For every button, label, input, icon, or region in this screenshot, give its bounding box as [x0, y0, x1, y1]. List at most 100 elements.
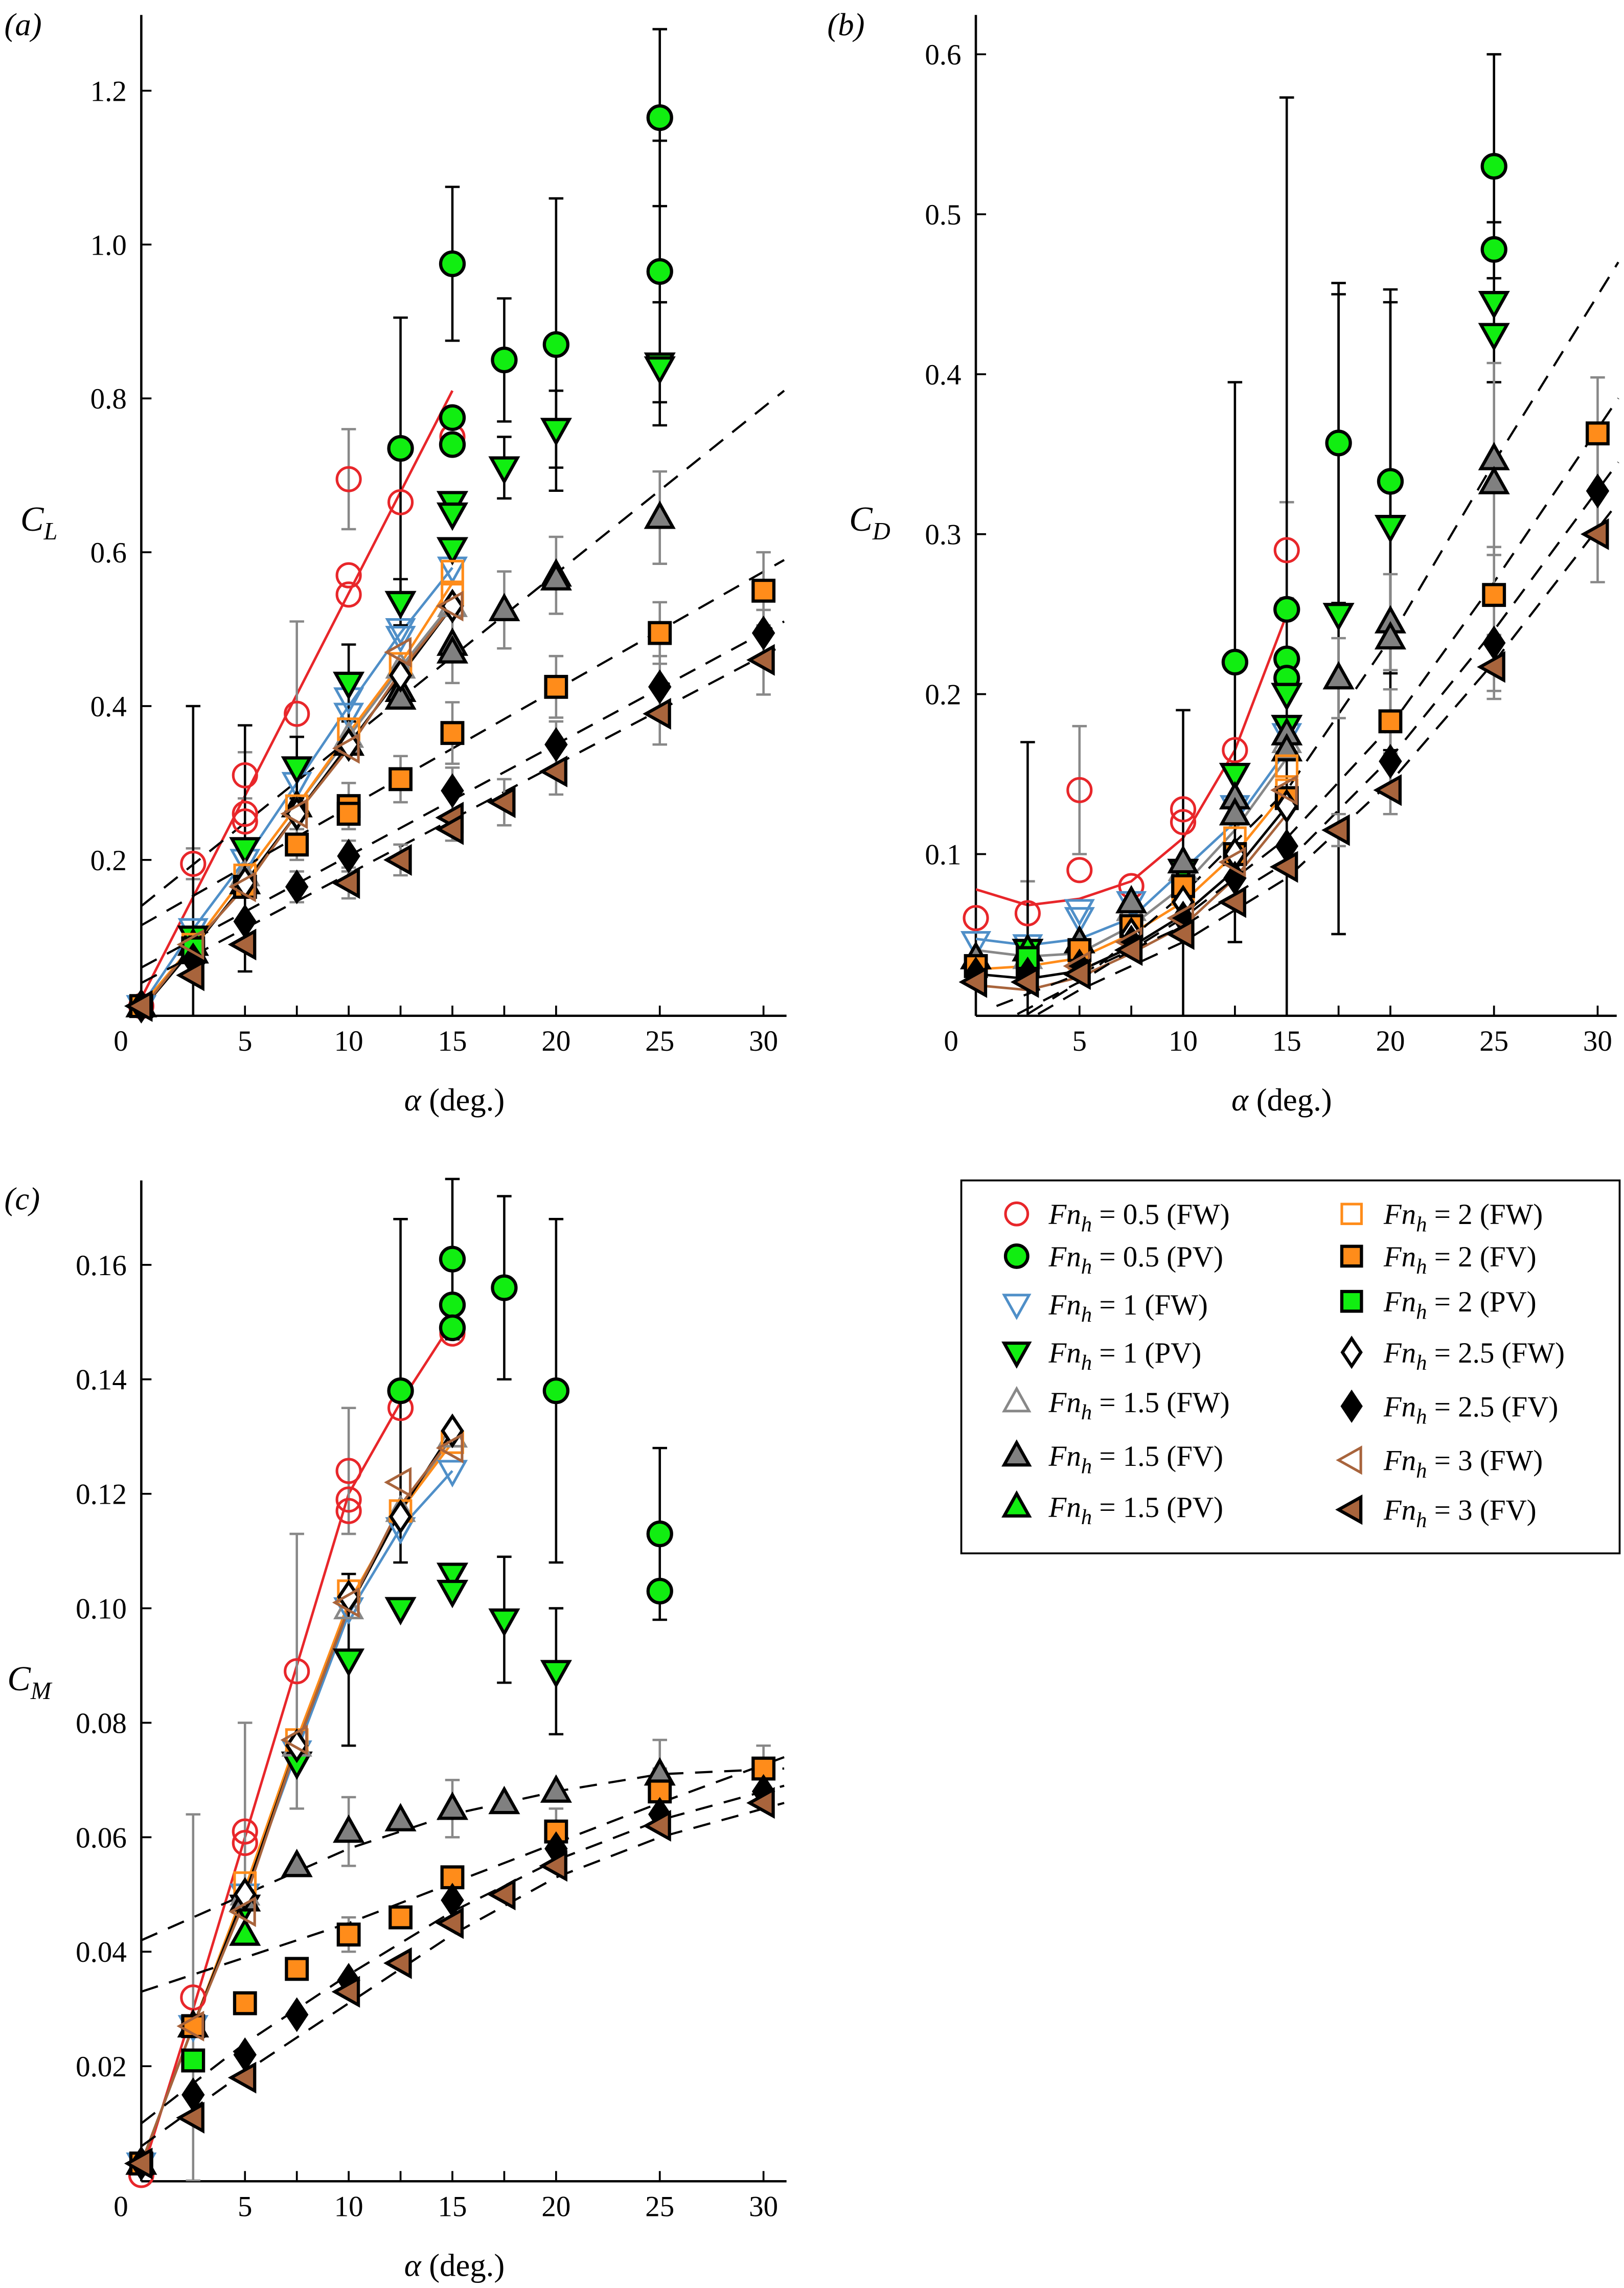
point-1.5FV: [436, 1791, 469, 1820]
legend-item: Fnh = 1.5 (FV): [1001, 1439, 1224, 1478]
point-3FW: [1218, 847, 1246, 878]
legend-item: Fnh = 2.5 (FW): [1340, 1335, 1565, 1375]
legend-item: Fnh = 1.5 (PV): [1001, 1490, 1223, 1529]
legend-label-sub: h: [1416, 1300, 1427, 1324]
point-2.5FV: [285, 869, 309, 904]
point-3FV: [176, 2101, 204, 2134]
legend-label-sub: h: [1081, 1212, 1092, 1236]
point-2FV: [648, 621, 672, 645]
point-1.5FV: [1115, 885, 1148, 914]
legend-label-sub: h: [1081, 1351, 1092, 1375]
x-tick-label: 25: [645, 2191, 674, 2223]
point-1PV: [436, 1579, 469, 1609]
point-1PV: [488, 456, 520, 485]
point-3FW: [332, 1587, 360, 1618]
legend-item: Fnh = 3 (FV): [1335, 1494, 1537, 1532]
y-tick-label: 0.1: [925, 839, 961, 871]
point-0.5FW: [335, 1458, 362, 1484]
point-0.5FW: [232, 1818, 258, 1845]
legend-label: Fnh = 1 (FW): [1048, 1289, 1208, 1327]
point-0.5PV: [439, 1314, 466, 1342]
point-1PV: [1219, 762, 1251, 791]
legend-label: Fnh = 2 (FW): [1383, 1198, 1543, 1236]
point-3FV: [331, 867, 360, 899]
legend-box: [960, 1179, 1621, 1555]
legend-label-sub: h: [1416, 1255, 1427, 1279]
legend-label-symbol: Fn: [1048, 1198, 1081, 1231]
point-3FV: [1166, 918, 1195, 950]
legend-marker-1FW: [1002, 1294, 1032, 1320]
x-axis-label-symbol: α: [404, 2247, 422, 2283]
x-tick-label: 20: [1376, 1025, 1405, 1057]
point-2.5FV: [544, 727, 568, 762]
x-tick-label: 0: [944, 1025, 958, 1057]
legend-label-sub: h: [1081, 1400, 1092, 1424]
x-axis-label-symbol: α: [1231, 1082, 1249, 1118]
point-0.5FW: [232, 762, 258, 788]
legend-label-symbol: Fn: [1383, 1337, 1416, 1369]
point-2.5FV: [337, 839, 360, 874]
x-axis-label: α (deg.): [404, 2247, 505, 2283]
legend-label: Fnh = 2 (FV): [1383, 1241, 1537, 1279]
y-tick-label: 0.6: [90, 537, 127, 569]
point-1.5FV: [281, 1848, 313, 1877]
dashed-fit-3FV: [141, 1802, 785, 2147]
point-0.5FW: [335, 466, 362, 492]
point-2PV: [181, 2048, 205, 2073]
y-axis-label-sub: D: [872, 518, 890, 545]
legend-label-sub: h: [1081, 1505, 1092, 1529]
legend-label-sub: h: [1416, 1405, 1427, 1429]
x-tick-label: 5: [1072, 1025, 1087, 1057]
point-1FW: [385, 626, 416, 653]
x-tick-label: 30: [749, 1025, 778, 1057]
point-1PV: [384, 591, 417, 620]
point-1PV: [1322, 603, 1355, 631]
point-0.5PV: [646, 1520, 673, 1548]
point-0.5FW: [232, 801, 258, 827]
legend-label-text: = 1.5 (FW): [1092, 1387, 1229, 1419]
legend-label-text: = 2 (FV): [1427, 1241, 1537, 1273]
legend-label-symbol: Fn: [1383, 1391, 1416, 1423]
point-1PV: [540, 1660, 572, 1689]
point-0.5PV: [1480, 236, 1507, 263]
point-0.5PV: [1273, 596, 1300, 623]
point-3FW: [384, 637, 412, 668]
point-0.5FW: [1014, 900, 1041, 926]
point-2FV: [1585, 421, 1610, 446]
point-3FV: [1062, 958, 1091, 990]
point-0.5FW: [232, 1830, 258, 1856]
point-1.5FV: [1374, 621, 1407, 650]
point-1FW: [1064, 899, 1095, 927]
legend-marker-2.5FV: [1340, 1389, 1363, 1423]
legend-label-text: = 0.5 (PV): [1092, 1241, 1223, 1273]
legend-marker-1PV: [1001, 1341, 1032, 1369]
legend-label-text: = 2.5 (FV): [1427, 1391, 1559, 1423]
legend-label-text: = 1.5 (PV): [1092, 1491, 1223, 1524]
x-axis-label-unit: (deg.): [1248, 1082, 1332, 1118]
legend-label: Fnh = 1.5 (FV): [1048, 1440, 1224, 1478]
y-tick-label: 0.6: [925, 39, 961, 71]
point-1PV: [281, 756, 313, 785]
point-2FV: [544, 674, 568, 699]
y-tick-label: 0.06: [76, 1822, 127, 1854]
legend-label-sub: h: [1081, 1454, 1092, 1478]
point-1PV: [540, 418, 572, 446]
point-0.5FW: [1170, 809, 1197, 835]
point-3FW: [384, 1467, 412, 1498]
point-0.5PV: [439, 404, 466, 431]
legend-marker-1.5FW: [1002, 1386, 1032, 1413]
point-0.5FW: [963, 905, 989, 932]
point-3FV: [643, 697, 671, 730]
point-0.5PV: [1480, 153, 1507, 180]
point-0.5PV: [439, 250, 466, 278]
legend-label-sub: h: [1081, 1303, 1092, 1327]
point-0.5FW: [335, 581, 362, 608]
legend-marker-1.5PV: [1001, 1490, 1032, 1518]
point-1PV: [436, 537, 469, 566]
point-0.5PV: [439, 1292, 466, 1319]
legend-item: Fnh = 2 (PV): [1340, 1286, 1537, 1324]
point-3FV: [1321, 814, 1350, 846]
legend-label-sub: h: [1416, 1508, 1427, 1532]
point-3FW: [1166, 902, 1195, 934]
legend-item: Fnh = 3 (FW): [1336, 1445, 1543, 1483]
